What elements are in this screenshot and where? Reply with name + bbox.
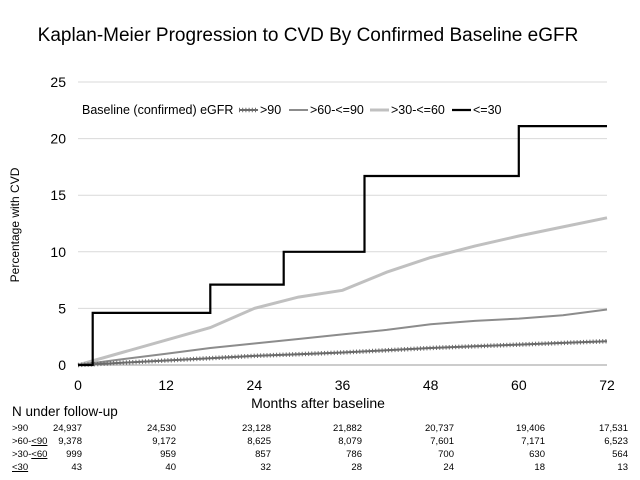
legend: Baseline (confirmed) eGFR >90 >60-<=90 >30-… [82, 103, 502, 117]
x-tick-label: 48 [423, 377, 439, 393]
at-risk-cell: 24,530 [146, 423, 176, 434]
legend-label: >90 [260, 103, 281, 117]
at-risk-cell: 9,172 [152, 436, 176, 447]
at-risk-row-label: >90 [12, 423, 29, 434]
x-axis-label: Months after baseline [251, 395, 385, 411]
at-risk-cell: 21,882 [332, 423, 362, 434]
at-risk-cell: 23,128 [241, 423, 271, 434]
x-tick-label: 0 [74, 377, 82, 393]
series-line [77, 308, 608, 366]
legend-label: >60-<=90 [310, 103, 364, 117]
at-risk-cell: 786 [346, 449, 362, 460]
at-risk-cell: 32 [260, 462, 271, 473]
y-tick-label: 15 [50, 187, 66, 203]
series-lines [77, 124, 608, 368]
tick-labels: 0 5 10 15 20 25 0 12 24 36 48 60 72 [50, 74, 615, 393]
legend-label: >30-<=60 [391, 103, 445, 117]
at-risk-row: >30-<60 999 959 857 786 700 630 564 [0, 449, 640, 460]
at-risk-row: >90 24,937 24,530 23,128 21,882 20,737 19,406 1… [0, 423, 640, 434]
at-risk-title: N under follow-up [12, 404, 118, 419]
at-risk-cell: 19,406 [515, 423, 545, 434]
at-risk-cell: 857 [255, 449, 271, 460]
at-risk-cell: 20,737 [424, 423, 454, 434]
at-risk-cell: 564 [612, 449, 628, 460]
at-risk-cell: 8,625 [247, 436, 271, 447]
y-axis-label: Percentage with CVD [8, 167, 22, 282]
at-risk-cell: 959 [160, 449, 176, 460]
x-tick-label: 72 [599, 377, 615, 393]
x-tick-label: 60 [511, 377, 527, 393]
at-risk-row-label: >60-<90 [12, 436, 48, 447]
at-risk-cell: 18 [534, 462, 545, 473]
at-risk-cell: 630 [529, 449, 545, 460]
at-risk-cell: 9,378 [58, 436, 82, 447]
at-risk-cell: 999 [66, 449, 82, 460]
chart-title: Kaplan-Meier Progression to CVD By Confi… [38, 25, 579, 46]
at-risk-cell: 43 [71, 462, 82, 473]
at-risk-cell: 28 [351, 462, 362, 473]
at-risk-cell: 24 [443, 462, 454, 473]
at-risk-cell: 7,171 [521, 436, 545, 447]
at-risk-cell: 6,523 [604, 436, 628, 447]
y-tick-label: 10 [50, 244, 66, 260]
at-risk-row-label: <30 [12, 462, 29, 473]
at-risk-cell: 24,937 [52, 423, 82, 434]
at-risk-cell: 8,079 [338, 436, 362, 447]
x-tick-label: 24 [247, 377, 263, 393]
y-tick-label: 20 [50, 131, 66, 147]
legend-title: Baseline (confirmed) eGFR [82, 103, 233, 117]
series-line [78, 124, 607, 367]
at-risk-cell: 40 [165, 462, 176, 473]
at-risk-row-label: >30-<60 [12, 449, 48, 460]
series-line [77, 340, 608, 366]
at-risk-row: <30 43 40 32 28 24 18 13 [0, 462, 640, 473]
legend-label: <=30 [473, 103, 502, 117]
y-tick-label: 0 [58, 357, 66, 373]
y-tick-label: 5 [58, 300, 66, 316]
at-risk-cell: 17,531 [598, 423, 628, 434]
y-tick-label: 25 [50, 74, 66, 90]
x-tick-label: 12 [158, 377, 174, 393]
at-risk-cell: 7,601 [430, 436, 454, 447]
at-risk-cell: 13 [617, 462, 628, 473]
x-tick-label: 36 [335, 377, 351, 393]
series-line [77, 216, 608, 367]
at-risk-row: >60-<90 9,378 9,172 8,625 8,079 7,601 7,171 6,5… [0, 436, 640, 447]
at-risk-cell: 700 [438, 449, 454, 460]
